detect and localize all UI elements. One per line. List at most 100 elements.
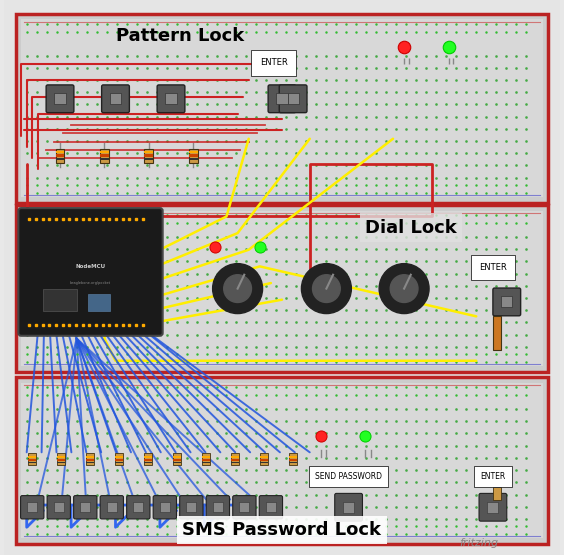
Bar (144, 456, 152, 458)
FancyBboxPatch shape (334, 493, 363, 521)
Bar (493, 486, 501, 488)
Bar (189, 154, 197, 157)
FancyBboxPatch shape (180, 496, 203, 519)
Bar (86, 453, 94, 465)
Bar (266, 502, 276, 512)
Text: fritzing: fritzing (460, 538, 499, 548)
FancyBboxPatch shape (279, 85, 307, 113)
Text: ENTER: ENTER (260, 58, 288, 67)
Circle shape (312, 275, 340, 302)
Bar (133, 502, 143, 512)
FancyBboxPatch shape (47, 496, 70, 519)
Bar (160, 502, 170, 512)
Bar (189, 149, 197, 163)
Bar (54, 502, 64, 512)
Bar (493, 479, 501, 482)
Bar (58, 456, 65, 458)
Bar (28, 453, 36, 465)
Bar (144, 158, 153, 160)
Text: ENTER: ENTER (479, 263, 507, 272)
Bar (202, 456, 210, 458)
Bar (276, 93, 288, 104)
Bar (100, 151, 109, 153)
Bar (165, 93, 177, 104)
Bar (493, 469, 501, 500)
Bar (21, 383, 543, 538)
Bar (107, 502, 117, 512)
Bar (56, 154, 64, 157)
Bar (289, 462, 297, 463)
FancyBboxPatch shape (479, 493, 507, 521)
Bar (86, 462, 94, 463)
Bar (27, 502, 37, 512)
Bar (289, 453, 297, 465)
Bar (144, 462, 152, 463)
Bar (231, 453, 239, 465)
FancyBboxPatch shape (74, 496, 97, 519)
Bar (55, 93, 65, 104)
Circle shape (379, 264, 429, 314)
Bar (493, 316, 501, 350)
Text: ENTER: ENTER (481, 472, 505, 481)
FancyBboxPatch shape (206, 496, 230, 519)
Bar (58, 462, 65, 463)
Bar (115, 462, 123, 463)
Bar (144, 154, 153, 157)
Circle shape (301, 264, 351, 314)
FancyBboxPatch shape (16, 205, 548, 372)
Bar (487, 502, 499, 513)
Text: Pattern Lock: Pattern Lock (116, 27, 244, 45)
FancyBboxPatch shape (46, 85, 74, 113)
FancyBboxPatch shape (19, 208, 162, 336)
Bar (28, 459, 36, 461)
FancyBboxPatch shape (16, 14, 548, 203)
FancyBboxPatch shape (21, 496, 44, 519)
Bar (21, 19, 543, 197)
FancyBboxPatch shape (102, 85, 129, 113)
Circle shape (224, 275, 252, 302)
Bar (58, 459, 65, 461)
Bar (28, 462, 36, 463)
Bar (88, 294, 110, 311)
FancyBboxPatch shape (493, 288, 521, 316)
Bar (173, 453, 181, 465)
FancyBboxPatch shape (16, 377, 548, 544)
Bar (260, 459, 268, 461)
Bar (43, 289, 77, 311)
Bar (289, 459, 297, 461)
Bar (115, 453, 123, 465)
Bar (86, 456, 94, 458)
Bar (189, 151, 197, 153)
Bar (100, 154, 109, 157)
Bar (144, 453, 152, 465)
FancyBboxPatch shape (259, 496, 283, 519)
Bar (100, 149, 109, 163)
FancyBboxPatch shape (157, 85, 185, 113)
Bar (86, 459, 94, 461)
Text: NodeMCU: NodeMCU (76, 264, 105, 269)
Bar (144, 459, 152, 461)
Bar (493, 472, 501, 475)
Bar (260, 456, 268, 458)
Bar (56, 158, 64, 160)
FancyBboxPatch shape (268, 85, 296, 113)
Bar (213, 502, 223, 512)
Text: SEND PASSWORD: SEND PASSWORD (315, 472, 382, 481)
Circle shape (390, 275, 418, 302)
Bar (202, 453, 210, 465)
Bar (173, 459, 181, 461)
Bar (289, 456, 297, 458)
Bar (144, 151, 153, 153)
Bar (260, 462, 268, 463)
Bar (56, 151, 64, 153)
Bar (186, 502, 196, 512)
Bar (115, 456, 123, 458)
Bar (189, 158, 197, 160)
Bar (173, 456, 181, 458)
Bar (239, 502, 249, 512)
Bar (80, 502, 90, 512)
Bar (56, 149, 64, 163)
Bar (58, 453, 65, 465)
Bar (115, 459, 123, 461)
Text: SMS Password Lock: SMS Password Lock (183, 521, 381, 539)
